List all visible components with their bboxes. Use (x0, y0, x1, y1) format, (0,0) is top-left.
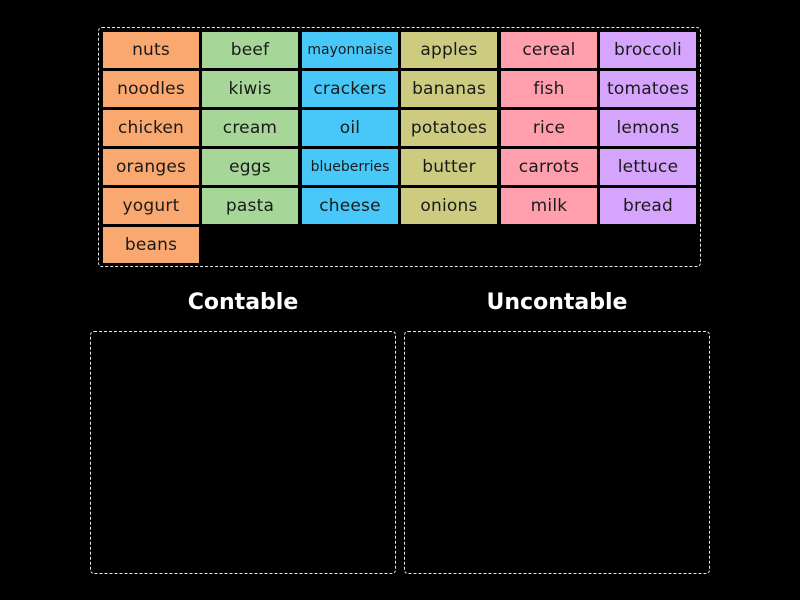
word-tile-potatoes[interactable]: potatoes (401, 110, 497, 146)
word-tile-bread[interactable]: bread (600, 188, 696, 224)
word-tile-cheese[interactable]: cheese (302, 188, 398, 224)
word-tile-tomatoes[interactable]: tomatoes (600, 71, 696, 107)
word-tile-lemons[interactable]: lemons (600, 110, 696, 146)
word-tile-kiwis[interactable]: kiwis (202, 71, 298, 107)
word-pool: nuts noodles chicken oranges yogurt beans beef… (98, 27, 701, 267)
word-tile-noodles[interactable]: noodles (103, 71, 199, 107)
word-tile-carrots[interactable]: carrots (501, 149, 597, 185)
word-tile-oil[interactable]: oil (302, 110, 398, 146)
word-tile-lettuce[interactable]: lettuce (600, 149, 696, 185)
word-tile-bananas[interactable]: bananas (401, 71, 497, 107)
word-tile-butter[interactable]: butter (401, 149, 497, 185)
word-tile-pasta[interactable]: pasta (202, 188, 298, 224)
word-tile-blueberries[interactable]: blueberries (302, 149, 398, 185)
word-tile-fish[interactable]: fish (501, 71, 597, 107)
word-tile-nuts[interactable]: nuts (103, 32, 199, 68)
group-title-uncountable: Uncontable (486, 290, 628, 315)
drop-zone-uncountable[interactable] (404, 331, 710, 574)
word-tile-rice[interactable]: rice (501, 110, 597, 146)
word-tile-crackers[interactable]: crackers (302, 71, 398, 107)
word-tile-chicken[interactable]: chicken (103, 110, 199, 146)
word-tile-onions[interactable]: onions (401, 188, 497, 224)
word-tile-broccoli[interactable]: broccoli (600, 32, 696, 68)
group-title-countable: Contable (187, 290, 299, 315)
word-tile-eggs[interactable]: eggs (202, 149, 298, 185)
word-tile-cereal[interactable]: cereal (501, 32, 597, 68)
word-tile-beans[interactable]: beans (103, 227, 199, 263)
word-tile-beef[interactable]: beef (202, 32, 298, 68)
word-tile-milk[interactable]: milk (501, 188, 597, 224)
word-tile-mayonnaise[interactable]: mayonnaise (302, 32, 398, 68)
word-tile-yogurt[interactable]: yogurt (103, 188, 199, 224)
word-tile-apples[interactable]: apples (401, 32, 497, 68)
word-tile-oranges[interactable]: oranges (103, 149, 199, 185)
word-tile-cream[interactable]: cream (202, 110, 298, 146)
drop-zone-countable[interactable] (90, 331, 396, 574)
